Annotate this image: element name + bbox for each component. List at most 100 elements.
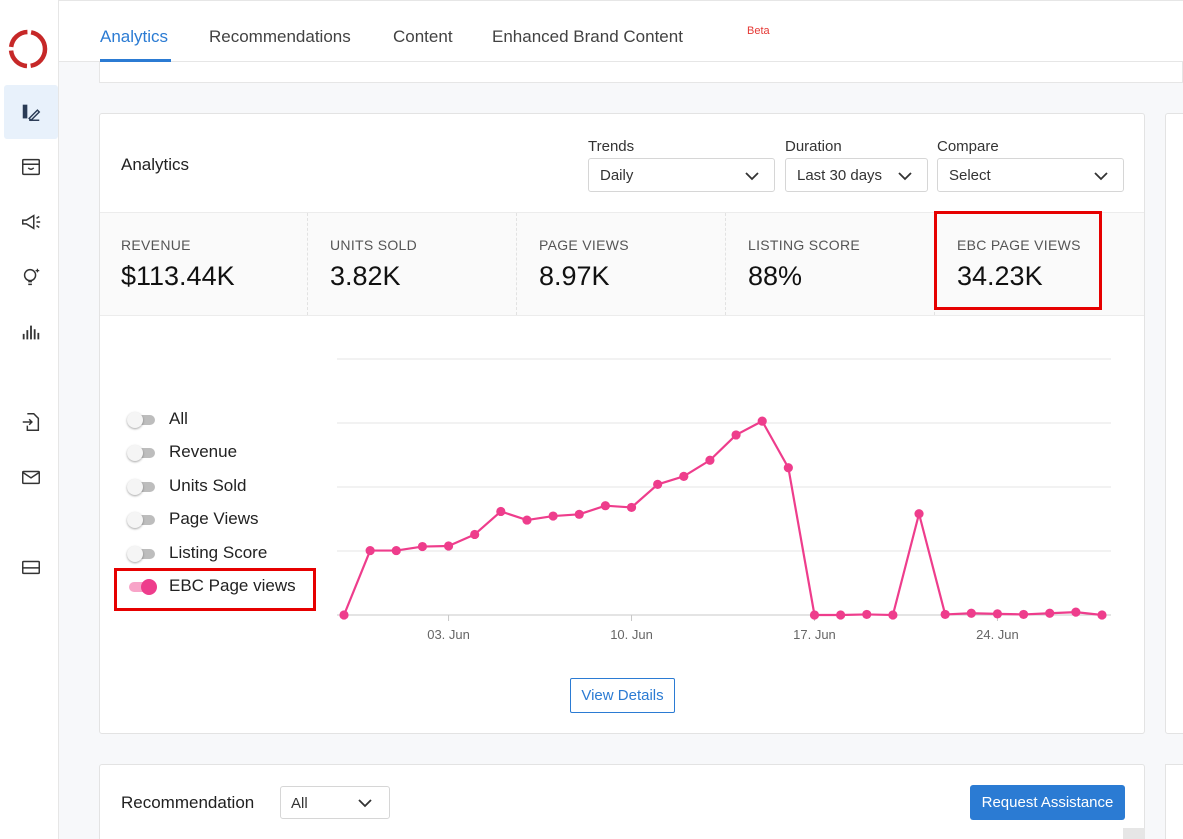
legend-label: EBC Page views xyxy=(169,576,296,595)
data-point xyxy=(888,610,898,620)
metric-label: EBC PAGE VIEWS xyxy=(957,237,1081,253)
data-point xyxy=(966,608,976,618)
metric-value: 3.82K xyxy=(330,261,401,291)
legend-label: All xyxy=(169,409,188,428)
sidebar-item-inbox[interactable] xyxy=(4,140,58,194)
data-point xyxy=(1018,609,1029,620)
analytics-title: Analytics xyxy=(121,155,190,174)
legend-label: Page Views xyxy=(169,509,259,528)
sidebar-item-reports[interactable] xyxy=(4,305,58,359)
data-point xyxy=(417,541,428,552)
highlight-box-ebc-metric xyxy=(934,211,1102,310)
legend-label: Units Sold xyxy=(169,476,247,495)
metric-value: 34.23K xyxy=(957,261,1043,291)
active-tab-indicator xyxy=(100,59,171,62)
tab-recommendations[interactable]: Recommendations xyxy=(209,27,351,46)
compare-label: Compare xyxy=(937,138,999,155)
duration-label: Duration xyxy=(785,138,842,155)
bar-chart-icon xyxy=(22,325,40,340)
toggle-switch[interactable] xyxy=(127,546,155,562)
data-point xyxy=(757,416,767,426)
data-point xyxy=(653,479,663,490)
legend-label: Revenue xyxy=(169,442,238,461)
metric-label: PAGE VIEWS xyxy=(539,237,629,253)
toggle-switch[interactable] xyxy=(127,579,157,595)
data-point xyxy=(1097,610,1107,620)
view-details-button[interactable]: View Details xyxy=(570,678,675,713)
sidebar-item-import[interactable] xyxy=(4,395,58,449)
x-tick-label: 10. Jun xyxy=(610,627,653,642)
toggle-switch[interactable] xyxy=(127,445,155,461)
x-tick-label: 17. Jun xyxy=(793,627,836,642)
sidebar-item-campaigns[interactable] xyxy=(4,195,58,249)
mail-icon xyxy=(22,470,40,485)
duration-value: Last 30 days xyxy=(797,167,883,184)
side-panel xyxy=(1165,113,1183,734)
data-point xyxy=(783,463,793,473)
metric-units-sold[interactable]: UNITS SOLD 3.82K xyxy=(309,213,517,315)
data-point xyxy=(992,609,1003,619)
data-point xyxy=(836,610,846,620)
legend-label: Listing Score xyxy=(169,543,268,562)
scrollbar-corner[interactable] xyxy=(1123,828,1145,839)
data-point xyxy=(1045,608,1055,618)
data-point xyxy=(626,502,637,513)
x-tick-label: 24. Jun xyxy=(976,627,1019,642)
metric-label: UNITS SOLD xyxy=(330,237,418,253)
metric-value: $113.44K xyxy=(121,261,235,291)
data-point xyxy=(600,501,610,511)
top-tab-bar: Analytics Recommendations Content Enhanc… xyxy=(59,0,1183,62)
trends-select[interactable]: Daily xyxy=(588,158,775,192)
data-point xyxy=(496,506,506,517)
inbox-icon xyxy=(22,158,40,176)
metrics-row: REVENUE $113.44K UNITS SOLD 3.82K PAGE V… xyxy=(100,212,1144,316)
chevron-down-icon xyxy=(898,172,912,181)
metric-ebc-page-views[interactable]: EBC PAGE VIEWS 34.23K xyxy=(936,213,1144,315)
sidebar-item-billing[interactable] xyxy=(4,540,58,594)
tab-enhanced-brand-content[interactable]: Enhanced Brand Content xyxy=(492,27,683,46)
chevron-down-icon xyxy=(358,799,372,808)
sidebar-item-insights[interactable] xyxy=(4,250,58,304)
data-point xyxy=(731,430,741,440)
metric-revenue[interactable]: REVENUE $113.44K xyxy=(100,213,308,315)
trends-value: Daily xyxy=(600,167,634,184)
data-point xyxy=(365,545,375,556)
x-tick-label: 03. Jun xyxy=(427,627,470,642)
tab-analytics[interactable]: Analytics xyxy=(100,27,169,46)
data-point xyxy=(574,509,584,519)
toggle-switch[interactable] xyxy=(127,512,155,528)
data-point xyxy=(470,529,480,540)
metric-listing-score[interactable]: LISTING SCORE 88% xyxy=(727,213,935,315)
brand-logo-icon[interactable] xyxy=(6,27,50,71)
data-point xyxy=(391,545,401,556)
ebc-page-views-chart: 03. Jun 10. Jun 17. Jun 24. Jun xyxy=(337,358,1111,642)
compare-select[interactable]: Select xyxy=(937,158,1124,192)
chevron-down-icon xyxy=(745,172,759,181)
lightbulb-icon xyxy=(23,268,40,286)
credit-card-icon xyxy=(22,560,40,575)
metric-page-views[interactable]: PAGE VIEWS 8.97K xyxy=(518,213,726,315)
metric-value: 8.97K xyxy=(539,261,610,291)
megaphone-icon xyxy=(22,214,41,230)
data-point xyxy=(705,455,715,465)
data-point xyxy=(862,609,872,620)
recommendation-filter-select[interactable]: All xyxy=(280,786,390,819)
duration-select[interactable]: Last 30 days xyxy=(785,158,928,192)
recommendation-filter-value: All xyxy=(291,795,308,812)
series-line xyxy=(342,420,1103,617)
data-point xyxy=(522,515,532,525)
toggle-switch[interactable] xyxy=(127,412,155,428)
sidebar-item-analytics[interactable] xyxy=(4,85,58,139)
data-point xyxy=(809,610,820,620)
toggle-switch[interactable] xyxy=(127,479,155,495)
tab-content[interactable]: Content xyxy=(393,27,453,46)
sidebar xyxy=(0,0,59,839)
data-point xyxy=(1071,607,1081,617)
sidebar-item-messages[interactable] xyxy=(4,450,58,504)
beta-badge: Beta xyxy=(747,25,770,37)
data-point xyxy=(548,511,558,521)
request-assistance-button[interactable]: Request Assistance xyxy=(970,785,1125,820)
data-point xyxy=(914,509,924,519)
highlight-box-ebc-toggle xyxy=(114,568,316,611)
side-panel-bottom xyxy=(1165,764,1183,839)
